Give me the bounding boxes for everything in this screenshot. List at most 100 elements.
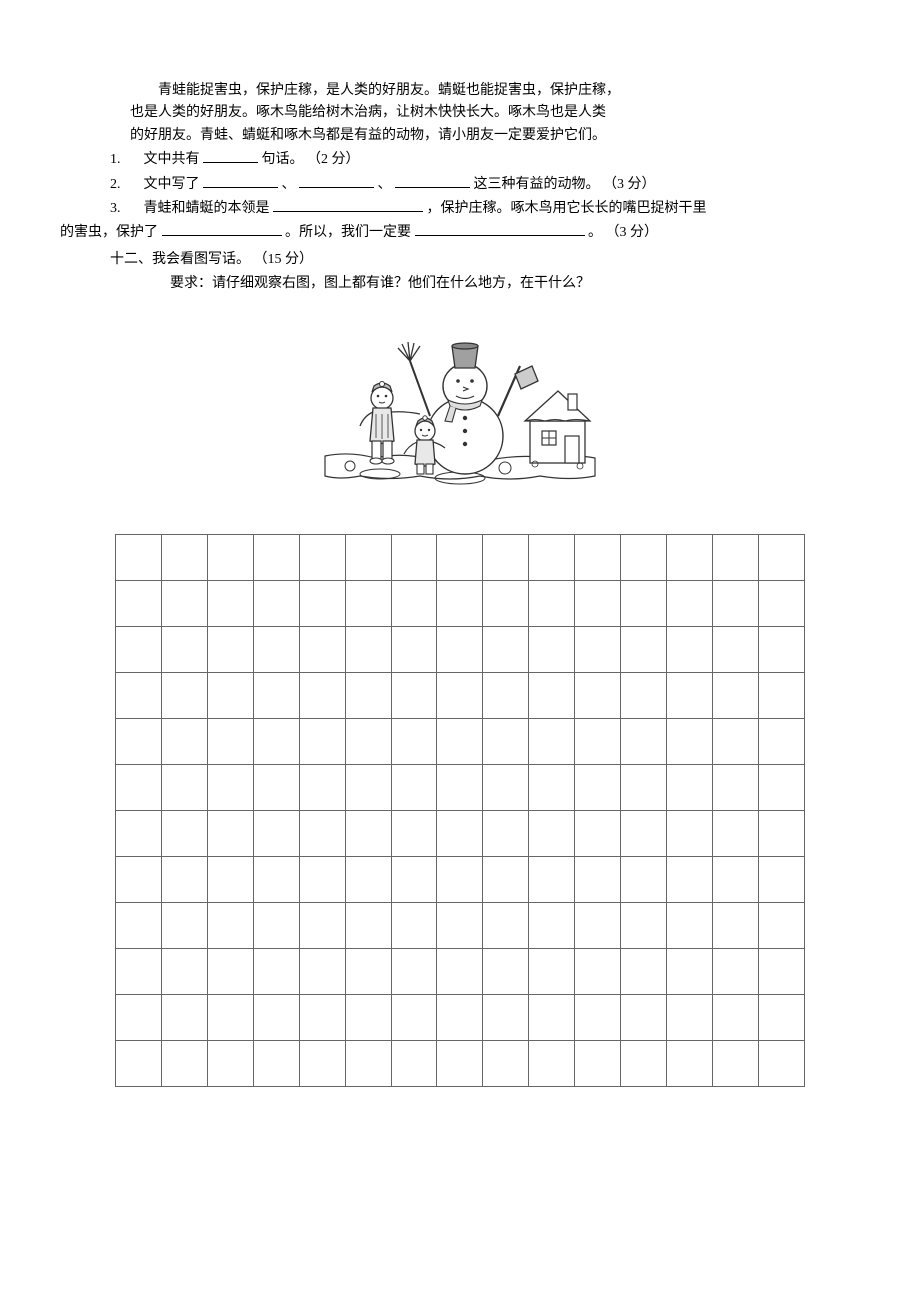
writing-grid-cell[interactable]: [253, 902, 299, 948]
writing-grid-cell[interactable]: [161, 902, 207, 948]
writing-grid-cell[interactable]: [758, 672, 804, 718]
writing-grid-cell[interactable]: [483, 810, 529, 856]
writing-grid-cell[interactable]: [207, 764, 253, 810]
writing-grid-cell[interactable]: [529, 810, 575, 856]
writing-grid-cell[interactable]: [345, 580, 391, 626]
writing-grid-cell[interactable]: [437, 672, 483, 718]
writing-grid-cell[interactable]: [207, 534, 253, 580]
writing-grid-cell[interactable]: [207, 994, 253, 1040]
writing-grid-cell[interactable]: [161, 810, 207, 856]
writing-grid-cell[interactable]: [345, 810, 391, 856]
writing-grid-cell[interactable]: [161, 580, 207, 626]
writing-grid-cell[interactable]: [667, 580, 713, 626]
writing-grid-cell[interactable]: [712, 948, 758, 994]
writing-grid-cell[interactable]: [161, 948, 207, 994]
writing-grid-cell[interactable]: [116, 718, 162, 764]
writing-grid-cell[interactable]: [391, 902, 437, 948]
writing-grid-cell[interactable]: [667, 948, 713, 994]
writing-grid-cell[interactable]: [391, 948, 437, 994]
writing-grid-cell[interactable]: [712, 672, 758, 718]
writing-grid-cell[interactable]: [207, 1040, 253, 1086]
writing-grid-cell[interactable]: [667, 810, 713, 856]
writing-grid-cell[interactable]: [758, 902, 804, 948]
question-2-blank-3[interactable]: [395, 174, 470, 188]
writing-grid-cell[interactable]: [712, 764, 758, 810]
writing-grid[interactable]: [115, 534, 805, 1087]
writing-grid-cell[interactable]: [161, 718, 207, 764]
writing-grid-cell[interactable]: [299, 994, 345, 1040]
writing-grid-cell[interactable]: [712, 1040, 758, 1086]
writing-grid-cell[interactable]: [621, 948, 667, 994]
writing-grid-cell[interactable]: [575, 948, 621, 994]
writing-grid-cell[interactable]: [299, 580, 345, 626]
writing-grid-cell[interactable]: [116, 810, 162, 856]
writing-grid-cell[interactable]: [437, 948, 483, 994]
writing-grid-cell[interactable]: [483, 580, 529, 626]
writing-grid-cell[interactable]: [667, 626, 713, 672]
writing-grid-cell[interactable]: [253, 1040, 299, 1086]
writing-grid-cell[interactable]: [161, 856, 207, 902]
writing-grid-cell[interactable]: [575, 718, 621, 764]
writing-grid-cell[interactable]: [207, 580, 253, 626]
writing-grid-cell[interactable]: [621, 626, 667, 672]
writing-grid-cell[interactable]: [483, 994, 529, 1040]
writing-grid-cell[interactable]: [391, 856, 437, 902]
writing-grid-cell[interactable]: [529, 626, 575, 672]
writing-grid-cell[interactable]: [437, 810, 483, 856]
writing-grid-cell[interactable]: [529, 534, 575, 580]
writing-grid-cell[interactable]: [391, 580, 437, 626]
writing-grid-cell[interactable]: [575, 672, 621, 718]
writing-grid-cell[interactable]: [529, 994, 575, 1040]
writing-grid-cell[interactable]: [621, 534, 667, 580]
writing-grid-cell[interactable]: [299, 764, 345, 810]
writing-grid-cell[interactable]: [437, 534, 483, 580]
writing-grid-cell[interactable]: [299, 948, 345, 994]
writing-grid-cell[interactable]: [483, 672, 529, 718]
writing-grid-cell[interactable]: [345, 994, 391, 1040]
writing-grid-cell[interactable]: [575, 764, 621, 810]
writing-grid-cell[interactable]: [575, 856, 621, 902]
writing-grid-cell[interactable]: [712, 810, 758, 856]
writing-grid-cell[interactable]: [529, 672, 575, 718]
writing-grid-cell[interactable]: [253, 856, 299, 902]
writing-grid-cell[interactable]: [116, 764, 162, 810]
writing-grid-cell[interactable]: [575, 534, 621, 580]
writing-grid-cell[interactable]: [116, 672, 162, 718]
writing-grid-cell[interactable]: [391, 534, 437, 580]
writing-grid-cell[interactable]: [207, 948, 253, 994]
writing-grid-cell[interactable]: [758, 626, 804, 672]
writing-grid-cell[interactable]: [391, 1040, 437, 1086]
writing-grid-cell[interactable]: [712, 580, 758, 626]
writing-grid-cell[interactable]: [529, 856, 575, 902]
writing-grid-cell[interactable]: [712, 626, 758, 672]
writing-grid-cell[interactable]: [529, 764, 575, 810]
writing-grid-cell[interactable]: [299, 718, 345, 764]
writing-grid-cell[interactable]: [299, 810, 345, 856]
writing-grid-cell[interactable]: [667, 764, 713, 810]
writing-grid-cell[interactable]: [575, 626, 621, 672]
writing-grid-cell[interactable]: [575, 1040, 621, 1086]
writing-grid-cell[interactable]: [161, 626, 207, 672]
writing-grid-cell[interactable]: [483, 764, 529, 810]
writing-grid-cell[interactable]: [483, 948, 529, 994]
writing-grid-cell[interactable]: [253, 948, 299, 994]
writing-grid-cell[interactable]: [758, 534, 804, 580]
question-1-blank[interactable]: [203, 149, 258, 163]
writing-grid-cell[interactable]: [621, 580, 667, 626]
writing-grid-cell[interactable]: [758, 718, 804, 764]
writing-grid-cell[interactable]: [345, 672, 391, 718]
writing-grid-cell[interactable]: [391, 764, 437, 810]
writing-grid-cell[interactable]: [437, 902, 483, 948]
writing-grid-cell[interactable]: [437, 994, 483, 1040]
writing-grid-cell[interactable]: [575, 902, 621, 948]
writing-grid-cell[interactable]: [621, 1040, 667, 1086]
writing-grid-cell[interactable]: [116, 856, 162, 902]
writing-grid-cell[interactable]: [758, 856, 804, 902]
writing-grid-cell[interactable]: [207, 672, 253, 718]
writing-grid-cell[interactable]: [483, 856, 529, 902]
writing-grid-cell[interactable]: [345, 902, 391, 948]
writing-grid-cell[interactable]: [116, 626, 162, 672]
writing-grid-cell[interactable]: [483, 718, 529, 764]
writing-grid-cell[interactable]: [712, 534, 758, 580]
writing-grid-cell[interactable]: [575, 580, 621, 626]
